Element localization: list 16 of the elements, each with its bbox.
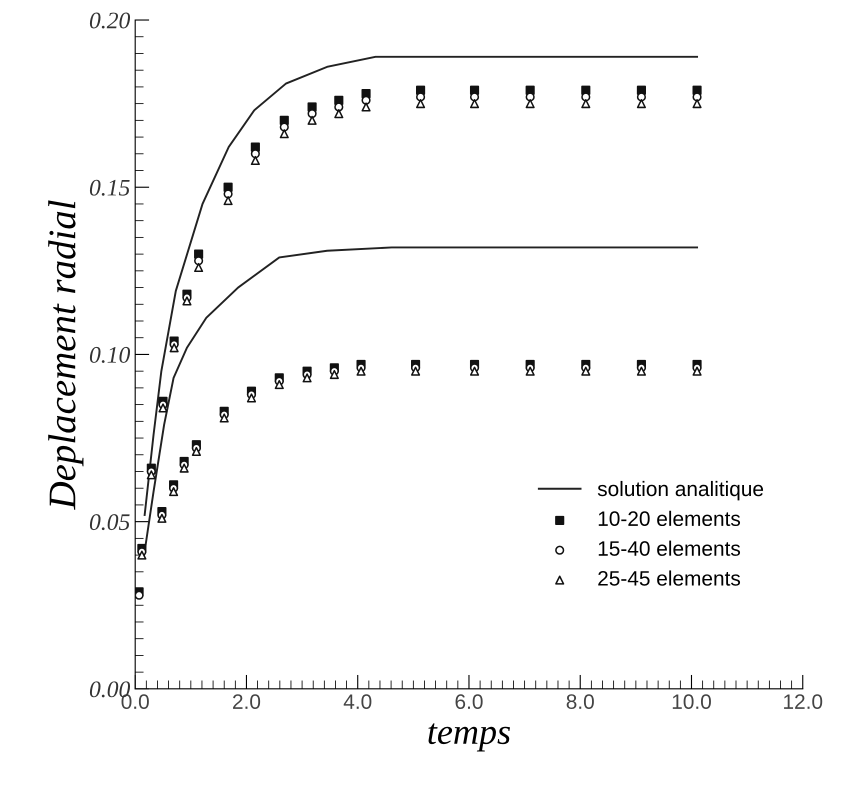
x-tick-label: 12.0 bbox=[784, 694, 822, 710]
legend-label: solution analitique bbox=[598, 480, 764, 500]
y-tick-label: 0.20 bbox=[90, 12, 130, 29]
legend-label: 25-45 elements bbox=[598, 570, 740, 586]
y-axis-title: Deplacement radial bbox=[48, 200, 84, 510]
y-tick-label: 0.15 bbox=[90, 180, 130, 196]
x-tick-label: 2.0 bbox=[233, 694, 260, 710]
x-tick-label: 10.0 bbox=[672, 694, 711, 710]
y-tick-label: 0.05 bbox=[90, 514, 130, 530]
x-axis-title: temps bbox=[428, 723, 510, 752]
legend-label: 10-20 elements bbox=[598, 510, 740, 526]
y-tick-label: 0.10 bbox=[90, 346, 130, 363]
x-tick-label: 6.0 bbox=[456, 694, 483, 710]
x-tick-label: 8.0 bbox=[566, 694, 594, 710]
legend-label: 15-40 elements bbox=[598, 540, 740, 556]
x-tick-label: 4.0 bbox=[344, 694, 372, 710]
